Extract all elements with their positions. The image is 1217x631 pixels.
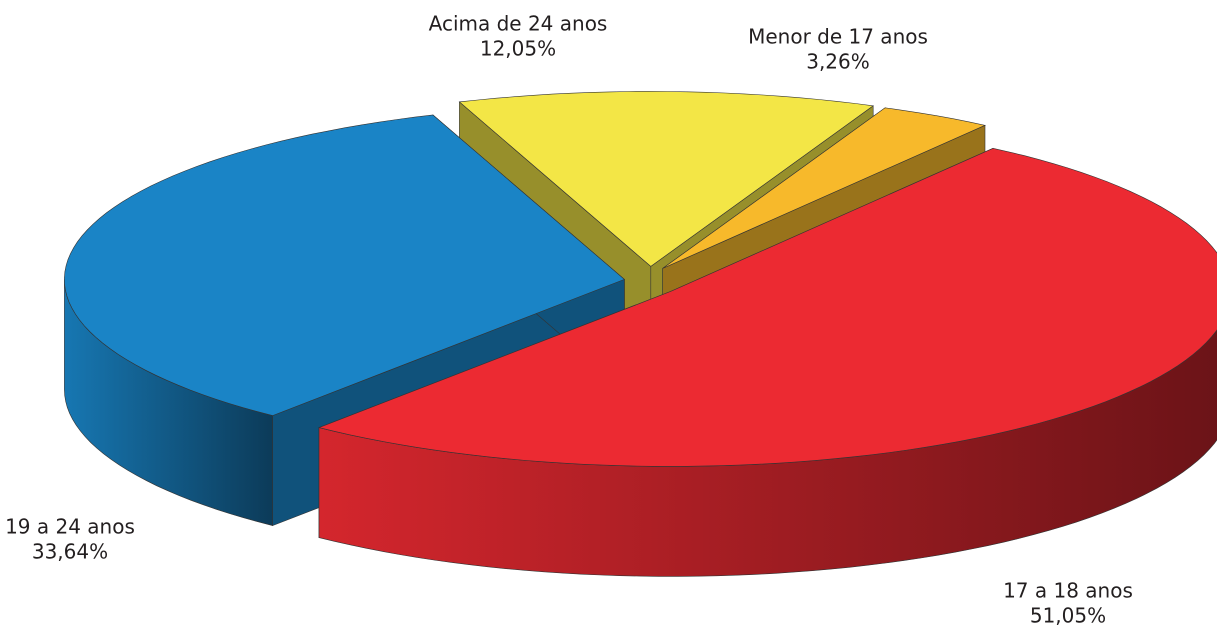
slice <box>317 147 1217 577</box>
slice <box>317 147 1217 467</box>
slice <box>662 107 986 269</box>
slice-label: Acima de 24 anos <box>429 12 608 36</box>
slice-label: Menor de 17 anos <box>748 25 928 49</box>
slice-value-label: 12,05% <box>480 37 556 61</box>
slice-value-label: 51,05% <box>1030 604 1106 628</box>
slice-value-label: 3,26% <box>806 50 870 74</box>
slice <box>458 91 874 267</box>
slice-value-label: 33,64% <box>32 540 108 564</box>
slice <box>64 114 625 416</box>
slice-label: 17 a 18 anos <box>1003 579 1133 603</box>
slice-label: 19 a 24 anos <box>5 515 135 539</box>
